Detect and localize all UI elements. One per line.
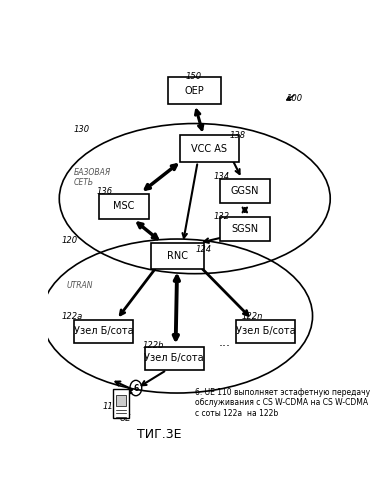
FancyBboxPatch shape — [220, 179, 270, 203]
Text: 132: 132 — [213, 212, 229, 221]
Text: GGSN: GGSN — [231, 186, 259, 196]
Text: 136: 136 — [97, 187, 113, 196]
FancyBboxPatch shape — [145, 347, 204, 370]
Text: БАЗОВАЯ
СЕТЬ: БАЗОВАЯ СЕТЬ — [74, 168, 111, 187]
FancyBboxPatch shape — [220, 218, 270, 242]
Text: VCC AS: VCC AS — [192, 144, 228, 154]
Text: 124: 124 — [196, 246, 212, 254]
Text: 134: 134 — [213, 172, 229, 181]
Text: 130: 130 — [73, 125, 89, 134]
Text: 122a: 122a — [62, 312, 83, 322]
FancyBboxPatch shape — [113, 389, 129, 418]
FancyBboxPatch shape — [236, 320, 295, 343]
Text: 122b: 122b — [143, 341, 164, 350]
Text: MSC: MSC — [113, 202, 135, 211]
Text: 100: 100 — [287, 94, 303, 103]
Text: ...: ... — [218, 336, 230, 349]
Text: 110: 110 — [103, 402, 119, 411]
Text: 6: 6 — [133, 384, 138, 392]
Text: OEP: OEP — [185, 86, 204, 96]
Text: 138: 138 — [230, 130, 245, 140]
Text: 122n: 122n — [242, 312, 263, 322]
Text: 120: 120 — [62, 236, 78, 246]
Text: SGSN: SGSN — [231, 224, 258, 234]
FancyBboxPatch shape — [99, 194, 149, 219]
Text: ΤИГ.3E: ΤИГ.3E — [137, 428, 182, 440]
FancyBboxPatch shape — [180, 136, 239, 162]
Text: UTRAN: UTRAN — [66, 280, 93, 289]
Text: Узел Б/сота: Узел Б/сота — [74, 326, 133, 336]
FancyBboxPatch shape — [168, 78, 221, 104]
FancyBboxPatch shape — [74, 320, 133, 343]
Text: RNC: RNC — [166, 252, 188, 262]
FancyBboxPatch shape — [116, 394, 127, 406]
Text: Узел Б/сота: Узел Б/сота — [236, 326, 295, 336]
Text: UE: UE — [120, 414, 131, 422]
Text: Узел Б/сота: Узел Б/сота — [144, 354, 204, 364]
FancyBboxPatch shape — [150, 244, 204, 270]
Text: 150: 150 — [185, 72, 201, 80]
Text: 6. UE 110 выполняет эстафетную передачу
обслуживания с CS W-CDMA на CS W-CDMA
с : 6. UE 110 выполняет эстафетную передачу … — [195, 388, 370, 418]
